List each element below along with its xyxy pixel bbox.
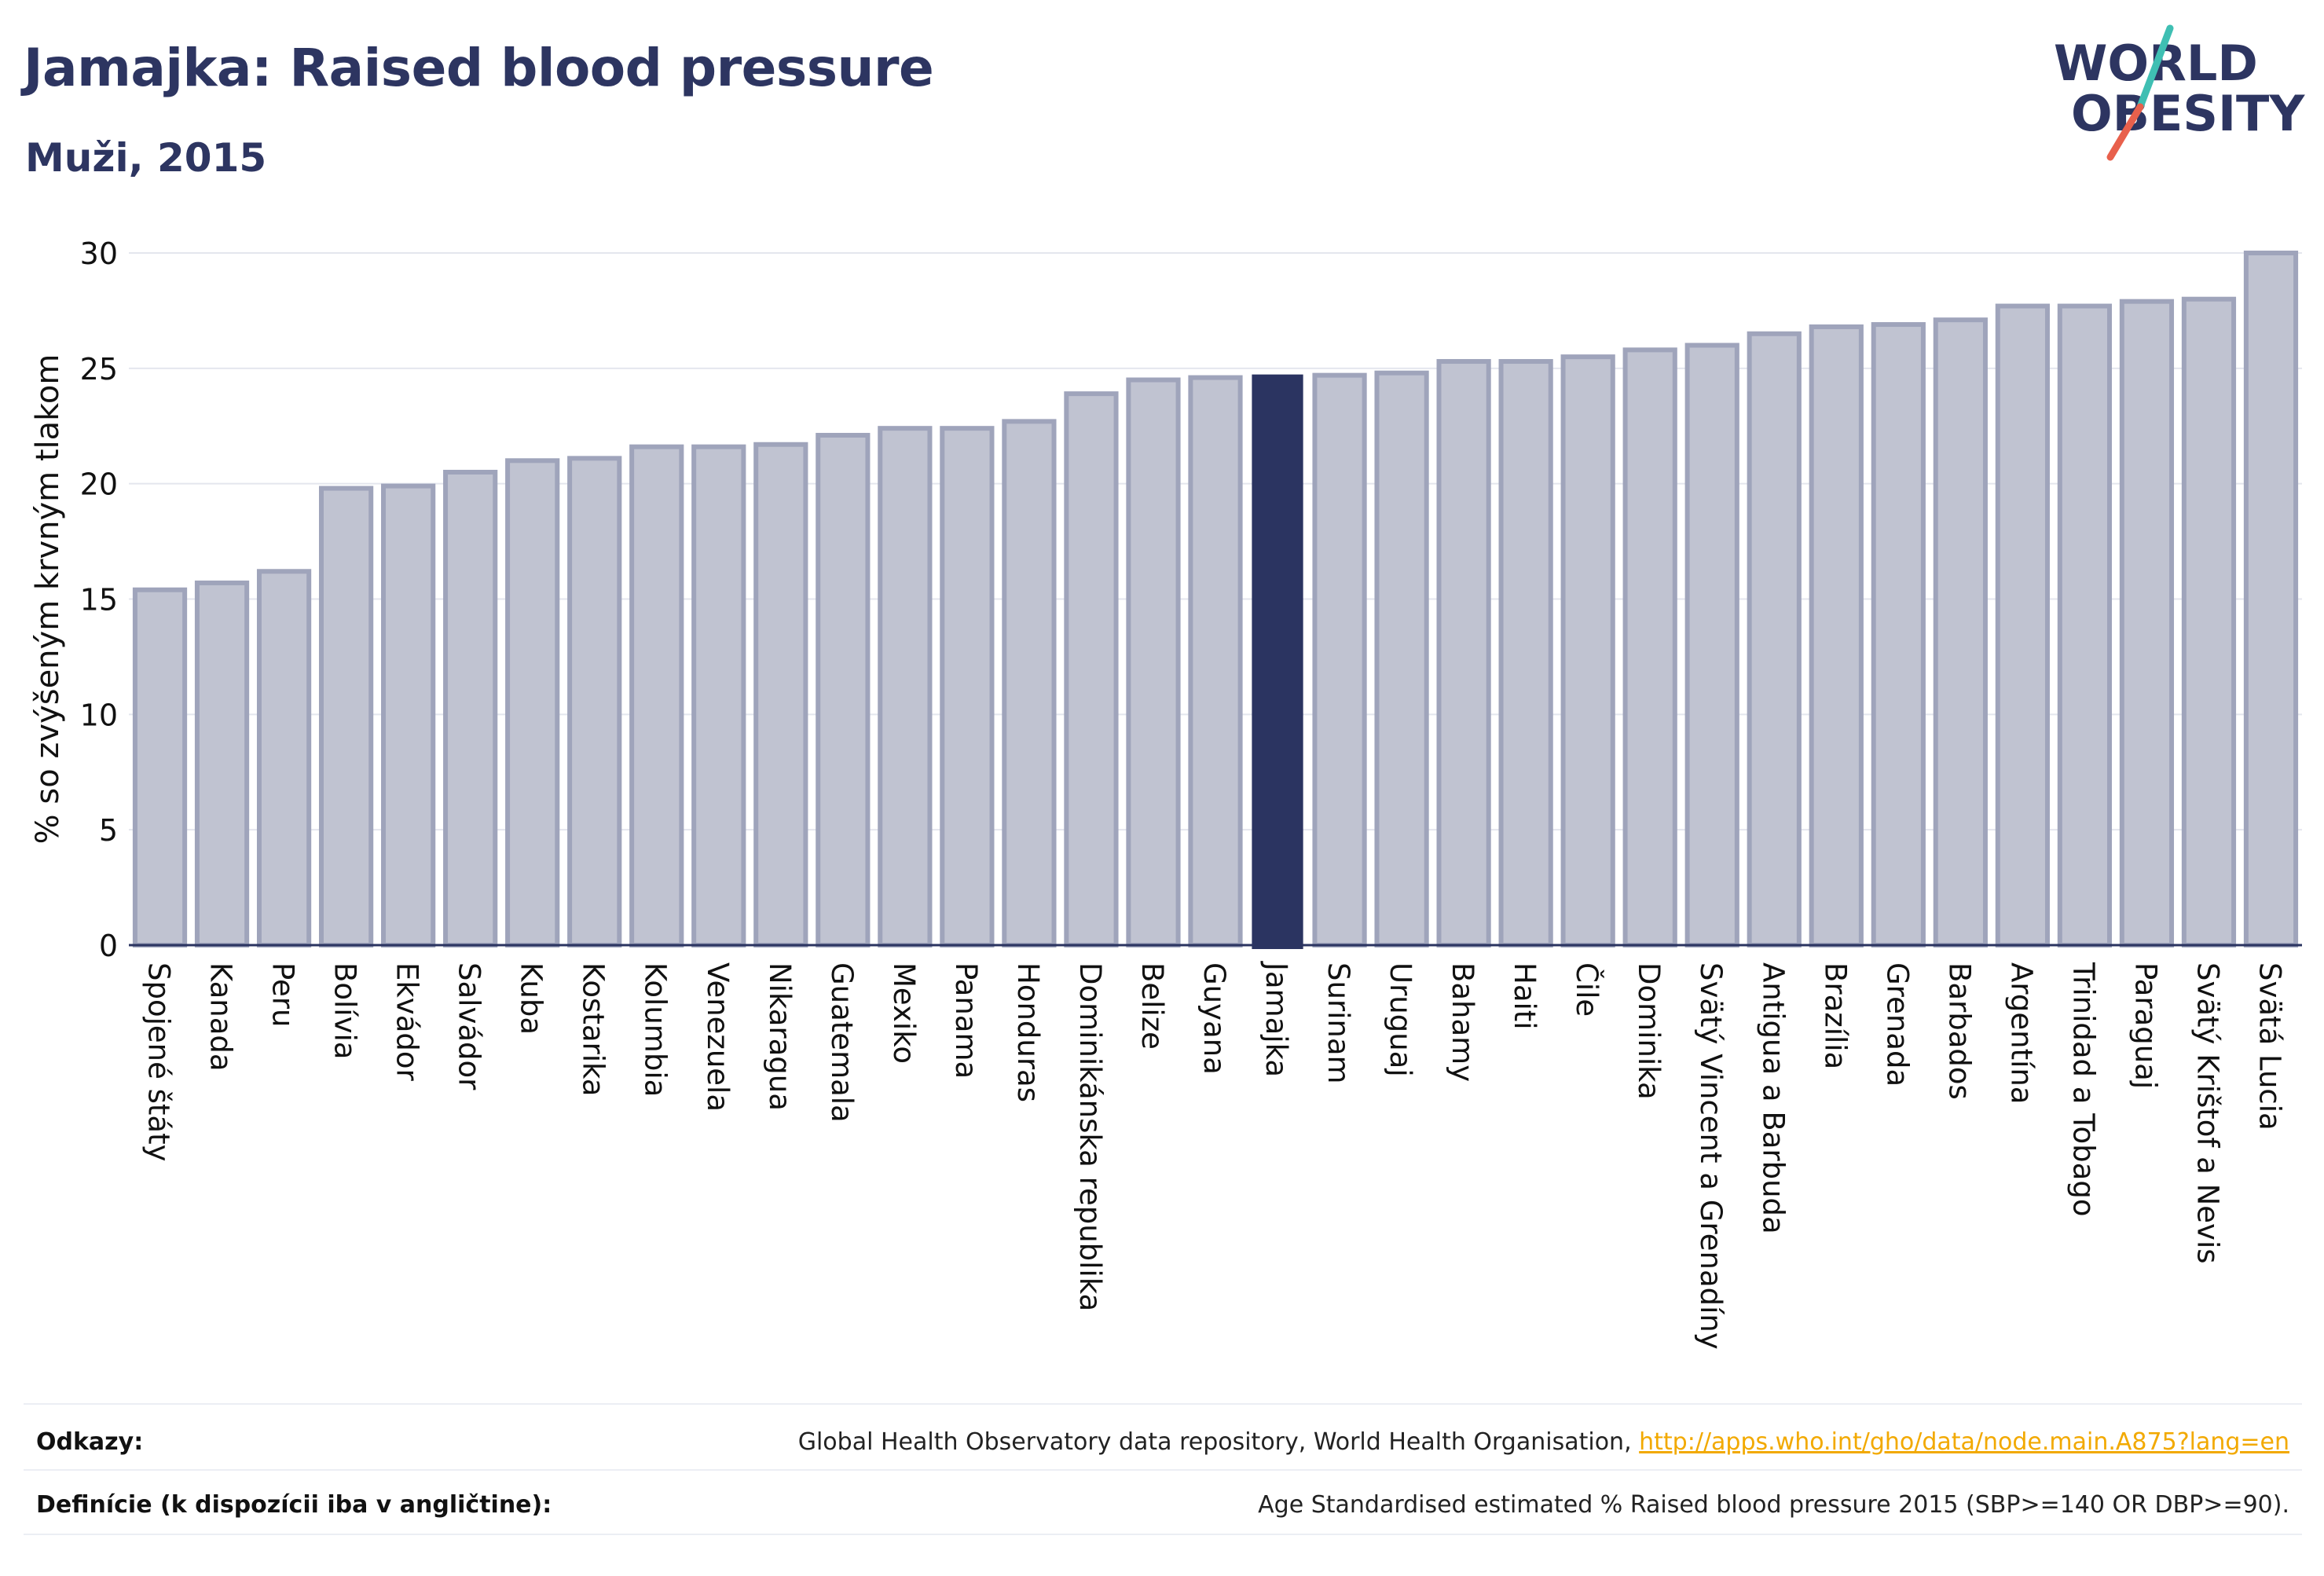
logo-slash-teal (2136, 24, 2174, 111)
labels-layer: Spojené štáty Kanada Peru Bolívia Ekvádor Sal… (142, 961, 2287, 1350)
x-tick-label: Argentína (2004, 962, 2038, 1104)
x-tick-label: Ekvádor (390, 962, 424, 1081)
y-tick-label: 15 (80, 583, 118, 618)
x-tick-label: Bahamy (1446, 962, 1479, 1082)
bar[interactable] (505, 458, 560, 947)
bar[interactable] (1312, 372, 1367, 948)
references-source: Global Health Observatory data repositor… (797, 1428, 1640, 1456)
x-tick-label: Paraguaj (2128, 962, 2162, 1089)
logo-slash-red (2106, 103, 2144, 161)
bar[interactable] (194, 580, 250, 948)
bar[interactable] (1498, 359, 1553, 948)
bar[interactable] (1933, 317, 1988, 947)
bar[interactable] (567, 456, 622, 947)
bar[interactable] (1188, 375, 1243, 947)
bar-chart: 0 5 10 15 20 25 30 Spojené štáty Kanada Peru Bolí… (30, 236, 2302, 1350)
references-text: Global Health Observatory data repositor… (798, 1428, 2289, 1456)
bar[interactable] (1560, 354, 1615, 947)
definitions-text: Age Standardised estimated % Raised bloo… (1258, 1491, 2289, 1519)
x-tick-label: Svätá Lucia (2253, 962, 2286, 1131)
bar[interactable] (256, 569, 312, 947)
y-tick-label: 25 (80, 352, 118, 387)
bar[interactable] (2181, 296, 2237, 947)
footer-divider-bottom (24, 1534, 2302, 1535)
bar[interactable] (2243, 251, 2299, 947)
bar[interactable] (132, 587, 188, 948)
references-link[interactable]: http://apps.who.int/gho/data/node.main.A… (1639, 1428, 2289, 1456)
x-tick-label: Mexiko (887, 962, 921, 1064)
x-tick-label: Belize (1135, 962, 1169, 1050)
x-tick-label: Nikaragua (763, 962, 797, 1111)
y-axis-label: % so zvýšeným krvným tlakom (30, 354, 66, 845)
x-tick-label: Kostarika (577, 962, 610, 1096)
x-tick-label: Uruguaj (1384, 962, 1417, 1077)
x-tick-label: Trinidad a Tobago (2066, 962, 2100, 1216)
x-tick-label: Kanada (204, 962, 238, 1072)
bar[interactable] (1622, 347, 1677, 947)
bar[interactable] (1684, 343, 1739, 947)
x-tick-label: Salvádor (453, 962, 486, 1090)
y-tick-label: 10 (80, 698, 118, 732)
bar[interactable] (1436, 359, 1491, 948)
x-tick-label: Svätý Vincent a Grenadíny (1694, 962, 1728, 1350)
x-tick-label: Barbados (1942, 962, 1976, 1100)
bar[interactable] (2119, 299, 2175, 948)
footer-divider-top (24, 1403, 2302, 1405)
bar[interactable] (1995, 303, 2050, 947)
logo-text-line2: OBESITY (2071, 85, 2305, 142)
bar[interactable] (443, 469, 498, 947)
footer-divider-middle (24, 1469, 2302, 1471)
references-label: Odkazy: (36, 1428, 144, 1456)
x-tick-label: Bolívia (328, 962, 362, 1059)
axis-layer: 0 5 10 15 20 25 30 (80, 236, 2302, 963)
x-tick-label: Antigua a Barbuda (1756, 962, 1790, 1234)
y-tick-label: 0 (99, 929, 118, 963)
x-tick-label: Honduras (1011, 962, 1045, 1102)
x-tick-label: Svätý Krištof a Nevis (2190, 962, 2224, 1264)
x-tick-label: Guyana (1197, 962, 1231, 1075)
bars-layer (132, 251, 2299, 950)
x-tick-label: Surinam (1321, 962, 1355, 1084)
x-tick-label: Čile (1570, 962, 1604, 1017)
x-tick-label: Guatemala (825, 962, 859, 1123)
x-tick-label: Jamajka (1259, 961, 1293, 1077)
bar[interactable] (816, 432, 871, 947)
bar[interactable] (753, 442, 808, 947)
bar[interactable] (691, 444, 746, 947)
bar[interactable] (629, 444, 684, 947)
bar-highlighted[interactable] (1252, 374, 1303, 950)
bar[interactable] (878, 426, 933, 947)
x-tick-label: Dominikánska republika (1073, 962, 1107, 1311)
bar[interactable] (1064, 391, 1119, 947)
bar[interactable] (1126, 377, 1181, 947)
bar[interactable] (940, 426, 995, 947)
bar[interactable] (1374, 370, 1429, 947)
y-tick-label: 20 (80, 467, 118, 502)
x-tick-label: Kuba (515, 962, 548, 1035)
bar[interactable] (1747, 331, 1802, 947)
bar[interactable] (2057, 303, 2113, 947)
definitions-label: Definície (k dispozícii iba v angličtine… (36, 1491, 552, 1519)
x-tick-label: Venezuela (701, 962, 735, 1112)
x-tick-label: Brazília (1818, 962, 1852, 1069)
x-tick-label: Spojené štáty (142, 962, 176, 1162)
bar[interactable] (1871, 322, 1926, 947)
x-tick-label: Peru (266, 962, 300, 1027)
bar[interactable] (1002, 419, 1057, 947)
bar[interactable] (381, 483, 436, 947)
world-obesity-logo: WORLD OBESITY (2054, 24, 2305, 161)
bar[interactable] (1809, 324, 1864, 947)
chart-title: Jamajka: Raised blood pressure (24, 38, 934, 98)
x-tick-label: Kolumbia (639, 962, 673, 1097)
bar[interactable] (318, 486, 374, 947)
x-tick-label: Grenada (1880, 962, 1914, 1087)
x-tick-label: Haiti (1508, 962, 1541, 1030)
chart-subtitle: Muži, 2015 (25, 135, 267, 181)
x-tick-label: Dominika (1632, 962, 1666, 1100)
y-tick-label: 5 (99, 813, 118, 848)
y-tick-label: 30 (80, 236, 118, 271)
x-tick-label: Panama (949, 962, 983, 1079)
